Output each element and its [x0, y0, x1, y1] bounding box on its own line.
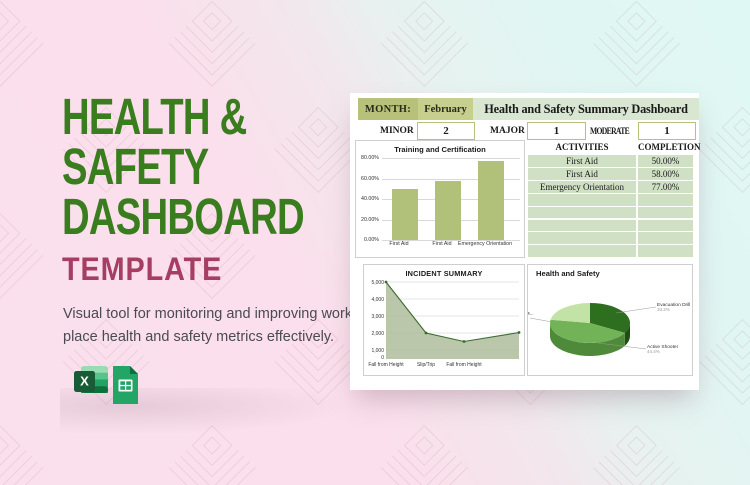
svg-text:Fall from Height: Fall from Height [446, 362, 482, 368]
svg-text:33.2%: 33.2% [657, 307, 670, 312]
svg-text:3,000: 3,000 [371, 314, 384, 320]
svg-text:X: X [80, 374, 89, 389]
svg-text:2,000: 2,000 [371, 331, 384, 337]
svg-text:0: 0 [381, 355, 384, 361]
svg-text:Slip/Trip: Slip/Trip [417, 362, 435, 368]
svg-text:4,000: 4,000 [371, 297, 384, 303]
svg-text:Emergency M...: Emergency M... [528, 311, 534, 317]
svg-text:5,000: 5,000 [371, 280, 384, 286]
svg-text:44.4%: 44.4% [647, 349, 660, 354]
svg-text:1,000: 1,000 [371, 348, 384, 354]
svg-text:Fall from Height: Fall from Height [368, 362, 404, 368]
